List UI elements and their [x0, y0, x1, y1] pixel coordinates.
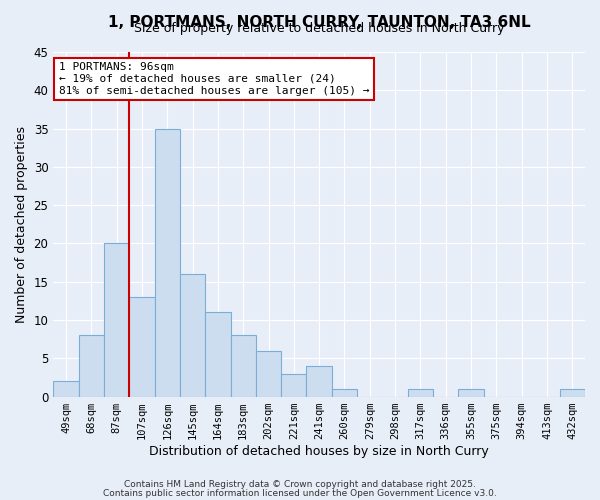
Bar	[256, 350, 281, 397]
Bar	[230, 336, 256, 396]
Bar	[332, 389, 357, 396]
Text: Contains public sector information licensed under the Open Government Licence v3: Contains public sector information licen…	[103, 489, 497, 498]
Text: Size of property relative to detached houses in North Curry: Size of property relative to detached ho…	[134, 22, 505, 35]
Bar	[408, 389, 433, 396]
X-axis label: Distribution of detached houses by size in North Curry: Distribution of detached houses by size …	[149, 444, 489, 458]
Text: 1 PORTMANS: 96sqm
← 19% of detached houses are smaller (24)
81% of semi-detached: 1 PORTMANS: 96sqm ← 19% of detached hous…	[59, 62, 369, 96]
Text: Contains HM Land Registry data © Crown copyright and database right 2025.: Contains HM Land Registry data © Crown c…	[124, 480, 476, 489]
Bar	[458, 389, 484, 396]
Bar	[560, 389, 585, 396]
Bar	[79, 336, 104, 396]
Title: 1, PORTMANS, NORTH CURRY, TAUNTON, TA3 6NL: 1, PORTMANS, NORTH CURRY, TAUNTON, TA3 6…	[108, 15, 530, 30]
Bar	[307, 366, 332, 396]
Bar	[180, 274, 205, 396]
Bar	[281, 374, 307, 396]
Bar	[53, 382, 79, 396]
Bar	[205, 312, 230, 396]
Bar	[155, 128, 180, 396]
Y-axis label: Number of detached properties: Number of detached properties	[15, 126, 28, 323]
Bar	[129, 297, 155, 396]
Bar	[104, 244, 129, 396]
